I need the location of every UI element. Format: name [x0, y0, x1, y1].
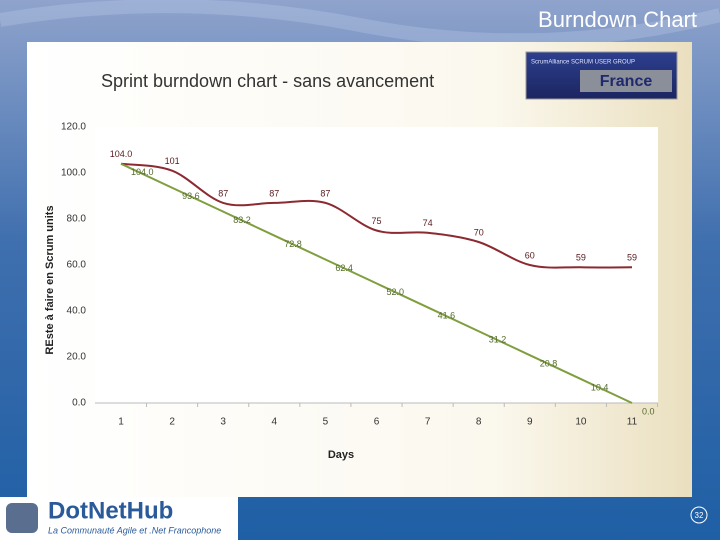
- y-tick-label: 40.0: [67, 306, 87, 317]
- data-label: 70: [474, 227, 484, 237]
- x-tick-label: 5: [323, 417, 329, 428]
- data-label: 83.2: [233, 215, 251, 225]
- x-tick-label: 1: [118, 417, 124, 428]
- y-tick-label: 20.0: [67, 352, 87, 363]
- data-label: 104.0: [131, 167, 154, 177]
- x-tick-label: 9: [527, 417, 533, 428]
- data-label: 20.8: [540, 359, 558, 369]
- data-label: 31.2: [489, 335, 507, 345]
- footer-logo-box: [0, 497, 238, 540]
- y-axis-title: REste à faire en Scrum units: [44, 205, 56, 354]
- footer-tagline: La Communauté Agile et .Net Francophone: [48, 525, 221, 535]
- page-number: 32: [695, 511, 704, 520]
- x-tick-label: 11: [627, 417, 638, 428]
- chart-title: Sprint burndown chart - sans avancement: [101, 71, 434, 91]
- x-tick-label: 10: [575, 417, 587, 428]
- footer-icon: [6, 503, 38, 533]
- x-tick-label: 4: [272, 417, 278, 428]
- x-axis-title: Days: [328, 449, 354, 461]
- data-label: 74: [423, 218, 433, 228]
- badge-top: ScrumAlliance SCRUM USER GROUP: [531, 60, 635, 66]
- x-tick-label: 7: [425, 417, 431, 428]
- data-label: 10.4: [591, 382, 609, 392]
- y-tick-label: 100.0: [61, 168, 86, 179]
- decor-wave: [0, 0, 720, 48]
- data-label: 87: [320, 188, 330, 198]
- plot-area: [95, 127, 658, 403]
- data-label: 72.8: [284, 239, 302, 249]
- data-label: 60: [525, 250, 535, 260]
- data-label: 104.0: [110, 149, 133, 159]
- x-tick-label: 2: [169, 417, 175, 428]
- badge-main: France: [600, 73, 653, 90]
- page-badge: [690, 506, 708, 524]
- data-label: 0.0: [642, 406, 655, 416]
- data-label: 59: [576, 253, 586, 263]
- x-tick-label: 6: [374, 417, 380, 428]
- badge-plate: [580, 70, 672, 92]
- y-tick-label: 80.0: [67, 214, 87, 225]
- data-label: 41.6: [438, 311, 456, 321]
- data-label: 52.0: [387, 287, 405, 297]
- data-label: 75: [371, 216, 381, 226]
- data-label: 101: [165, 156, 180, 166]
- x-tick-label: 8: [476, 417, 482, 428]
- data-label: 59: [627, 253, 637, 263]
- series-line: [120, 162, 633, 269]
- slide-title: Burndown Chart: [538, 7, 697, 32]
- y-tick-label: 60.0: [67, 260, 87, 271]
- y-tick-label: 0.0: [72, 398, 86, 409]
- series-line: [120, 162, 633, 404]
- data-label: 87: [218, 188, 228, 198]
- data-label: 87: [269, 188, 279, 198]
- data-label: 93.6: [182, 191, 200, 201]
- y-tick-label: 120.0: [61, 122, 86, 133]
- footer-logo: DotNetHub: [48, 497, 173, 524]
- data-label: 62.4: [335, 263, 353, 273]
- x-tick-label: 3: [220, 417, 226, 428]
